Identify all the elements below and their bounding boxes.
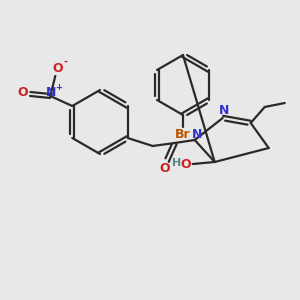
Text: H: H	[172, 158, 181, 168]
Text: N: N	[218, 104, 229, 118]
Text: O: O	[17, 86, 28, 100]
Text: Br: Br	[175, 128, 191, 142]
Text: N: N	[191, 128, 202, 140]
Text: O: O	[180, 158, 191, 172]
Text: N: N	[46, 86, 56, 100]
Text: -: -	[63, 57, 67, 67]
Text: O: O	[159, 163, 170, 176]
Text: +: +	[55, 82, 62, 91]
Text: O: O	[52, 61, 63, 74]
